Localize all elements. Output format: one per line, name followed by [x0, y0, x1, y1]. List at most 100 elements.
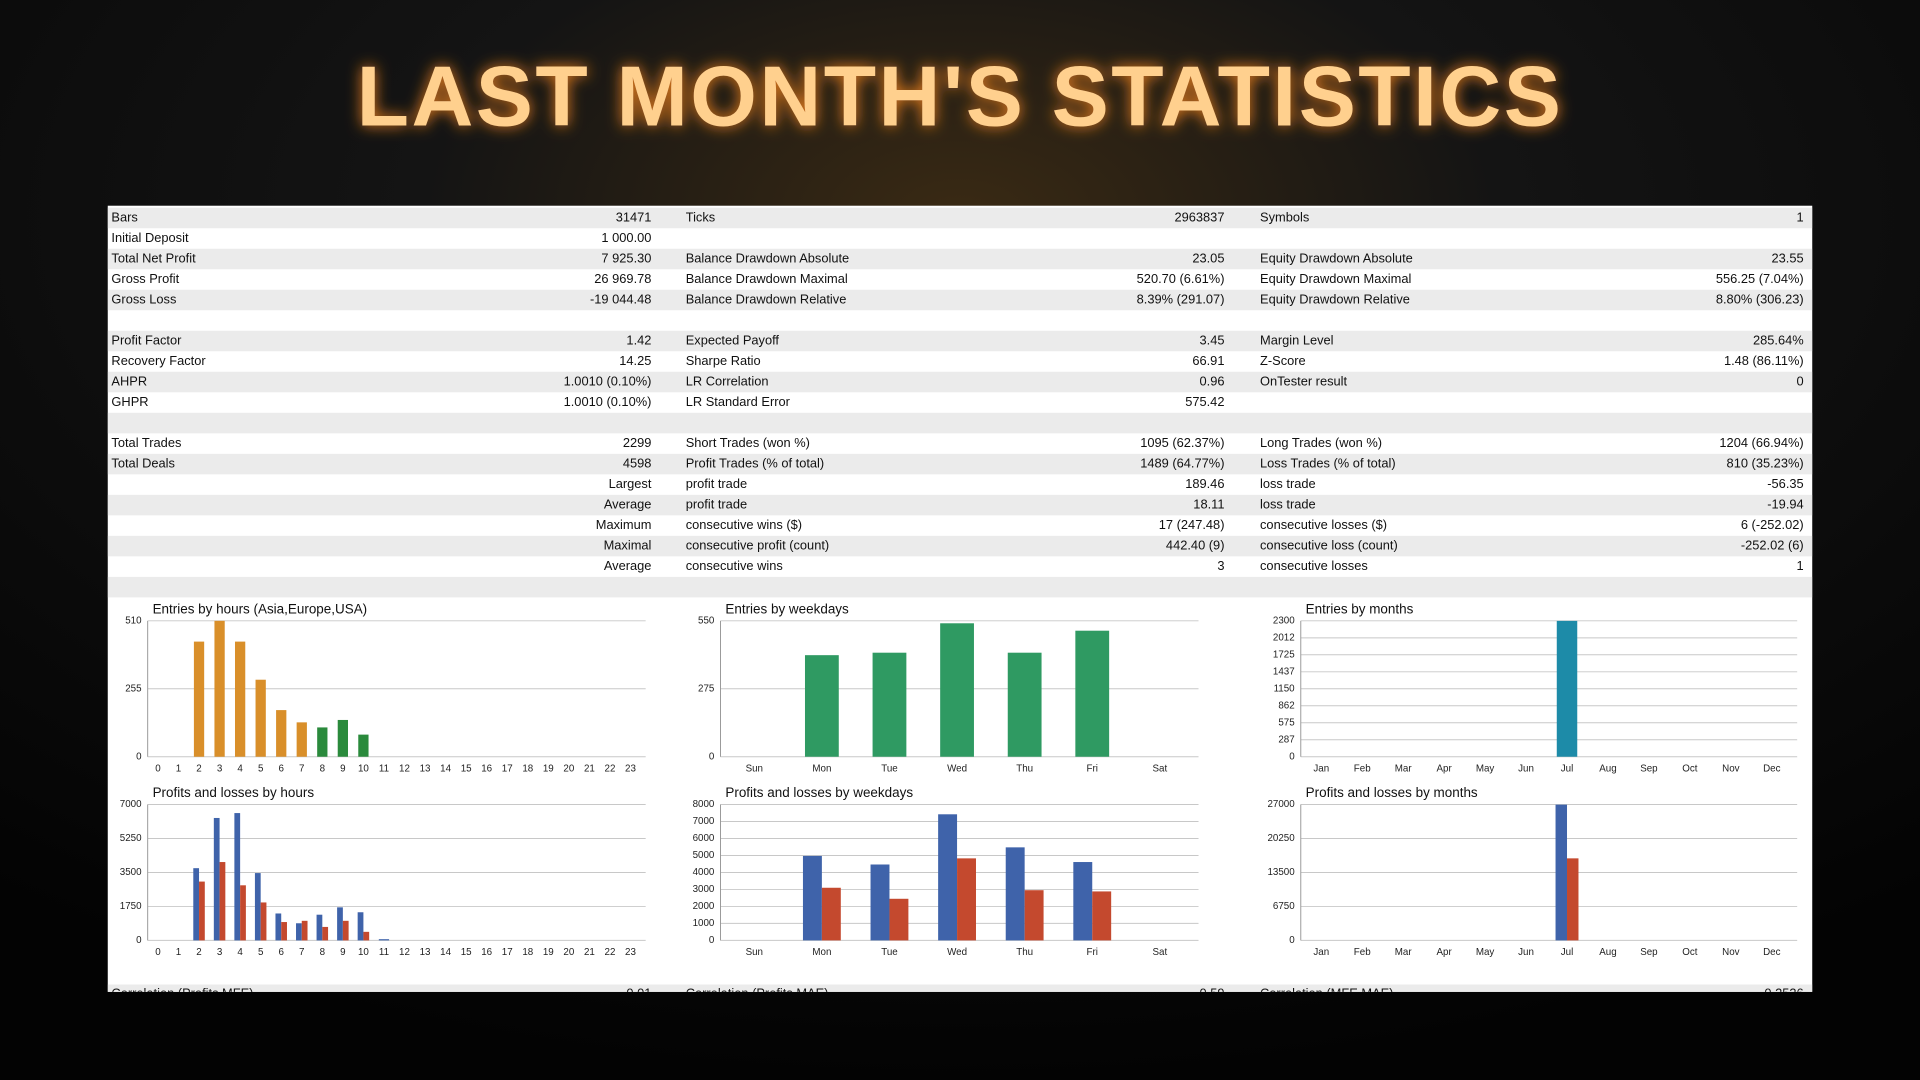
- x-tick-label: 7: [299, 947, 304, 958]
- x-tick-label: May: [1476, 947, 1495, 958]
- bar: [1024, 890, 1044, 941]
- cell-label: Total Trades: [111, 435, 181, 450]
- cell-label: Profit Factor: [111, 332, 182, 347]
- cell-label: Initial Deposit: [111, 230, 189, 245]
- cell-value: 8.39% (291.07): [1137, 291, 1225, 306]
- cell-label: Symbols: [1260, 209, 1309, 224]
- x-tick-label: Fri: [1087, 764, 1098, 775]
- cell-label: Bars: [111, 209, 137, 224]
- row-stripe: [107, 494, 1813, 516]
- row-stripe: [107, 289, 1813, 311]
- row-stripe: [107, 453, 1813, 475]
- y-tick-label: 6750: [1273, 901, 1295, 912]
- cell-value: 1204 (66.94%): [1719, 435, 1803, 450]
- cell-value: 0: [1797, 373, 1804, 388]
- cell-value: -19 044.48: [590, 291, 651, 306]
- cell-label: Long Trades (won %): [1260, 435, 1382, 450]
- x-tick-label: 6: [278, 947, 284, 958]
- x-tick-label: Feb: [1354, 947, 1371, 958]
- x-tick-label: Jul: [1561, 947, 1574, 958]
- cell-label: Ticks: [686, 209, 716, 224]
- bar: [281, 922, 287, 941]
- x-tick-label: 12: [399, 947, 410, 958]
- x-tick-label: Apr: [1437, 764, 1453, 775]
- row-stripe: [107, 371, 1813, 393]
- cell-value: 17 (247.48): [1159, 517, 1225, 532]
- y-tick-label: 7000: [120, 799, 142, 810]
- cell-value: 7 925.30: [601, 250, 651, 265]
- x-tick-label: 18: [522, 764, 533, 775]
- y-tick-label: 5000: [693, 850, 715, 861]
- x-tick-label: 1: [176, 764, 181, 775]
- x-tick-label: Jun: [1518, 947, 1534, 958]
- cell-label: consecutive losses ($): [1260, 517, 1387, 532]
- x-tick-label: 8: [320, 947, 326, 958]
- y-tick-label: 0: [709, 751, 715, 762]
- cell-value: 18.11: [1193, 496, 1224, 511]
- cell-value: 442.40 (9): [1166, 538, 1225, 553]
- y-tick-label: 510: [125, 615, 142, 626]
- y-tick-label: 0: [136, 751, 142, 762]
- x-tick-label: Sat: [1152, 947, 1167, 958]
- y-tick-label: 27000: [1267, 799, 1295, 810]
- x-tick-label: 22: [605, 947, 616, 958]
- bar: [1556, 620, 1578, 757]
- y-tick-label: 20250: [1267, 833, 1295, 844]
- cell-label: Margin Level: [1260, 332, 1334, 347]
- x-tick-label: Feb: [1354, 764, 1371, 775]
- chart-title: Profits and losses by months: [1306, 785, 1478, 800]
- x-tick-label: 8: [320, 764, 326, 775]
- cell-label: LR Standard Error: [686, 394, 791, 409]
- bar: [213, 817, 220, 941]
- x-tick-label: 17: [502, 947, 513, 958]
- y-tick-label: 575: [1278, 717, 1295, 728]
- chart-title: Profits and losses by hours: [153, 785, 315, 800]
- row-stripe: [107, 330, 1813, 352]
- x-tick-label: 7: [299, 764, 304, 775]
- cell-value: 575.42: [1185, 394, 1224, 409]
- x-tick-label: 1: [176, 947, 181, 958]
- cell-value: 14.25: [619, 353, 651, 368]
- bar: [821, 887, 841, 941]
- row-stripe: [107, 207, 1813, 229]
- x-tick-label: 14: [440, 764, 451, 775]
- cell-label: consecutive loss (count): [1260, 538, 1398, 553]
- x-tick-label: Sun: [746, 764, 763, 775]
- bar: [1073, 862, 1093, 941]
- x-tick-label: Oct: [1682, 947, 1697, 958]
- x-tick-label: 13: [420, 764, 431, 775]
- x-tick-label: Sat: [1152, 764, 1167, 775]
- cell-value: 1489 (64.77%): [1140, 455, 1224, 470]
- x-tick-label: 21: [584, 947, 595, 958]
- bar: [214, 620, 225, 757]
- x-tick-label: Dec: [1763, 947, 1781, 958]
- x-tick-label: 4: [237, 764, 243, 775]
- x-tick-label: Mar: [1395, 764, 1413, 775]
- cell-value: 0.96: [1199, 373, 1224, 388]
- x-tick-label: 11: [379, 947, 389, 958]
- y-tick-label: 2300: [1273, 615, 1295, 626]
- cell-value: 1: [1797, 558, 1804, 573]
- y-tick-label: 3000: [693, 884, 715, 895]
- cell-label: Correlation (Profits,MFE): [111, 986, 253, 1001]
- cell-label: Balance Drawdown Relative: [686, 291, 847, 306]
- y-tick-label: 6000: [693, 833, 715, 844]
- cell-value: 556.25 (7.04%): [1716, 271, 1804, 286]
- x-tick-label: Sep: [1640, 947, 1658, 958]
- x-tick-label: 3: [217, 764, 223, 775]
- x-tick-label: Nov: [1722, 764, 1740, 775]
- cell-label: consecutive losses: [1260, 558, 1368, 573]
- y-tick-label: 862: [1278, 700, 1294, 711]
- bar: [342, 920, 349, 941]
- chart-title: Profits and losses by weekdays: [725, 785, 913, 800]
- x-tick-label: 10: [358, 764, 369, 775]
- x-tick-label: 2: [196, 947, 201, 958]
- x-tick-label: 4: [237, 947, 243, 958]
- x-tick-label: Thu: [1016, 947, 1033, 958]
- cell-value: 1.42: [626, 332, 651, 347]
- x-tick-label: 5: [258, 947, 264, 958]
- cell-value: Average: [604, 496, 652, 511]
- cell-value: Average: [604, 558, 652, 573]
- bar: [199, 881, 205, 941]
- cell-label: Total Deals: [111, 455, 175, 470]
